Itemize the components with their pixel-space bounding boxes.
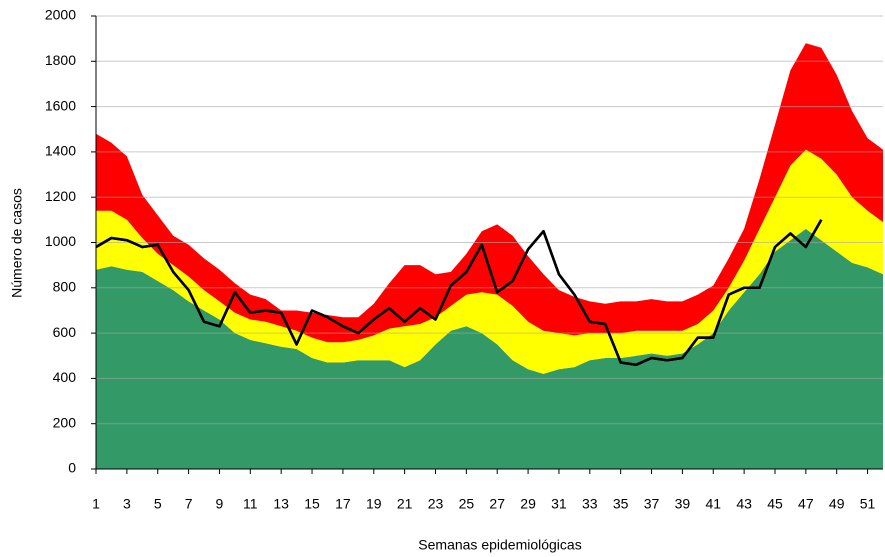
x-tick-label: 1 xyxy=(92,496,100,512)
x-tick-label: 33 xyxy=(582,496,598,512)
x-tick-label: 51 xyxy=(860,496,876,512)
x-tick-label: 49 xyxy=(829,496,845,512)
x-tick-label: 17 xyxy=(335,496,351,512)
x-tick-label: 5 xyxy=(154,496,162,512)
x-tick-label: 7 xyxy=(185,496,193,512)
x-tick-label: 15 xyxy=(304,496,320,512)
area xyxy=(96,43,883,343)
x-tick-label: 11 xyxy=(243,496,258,512)
x-tick-label: 35 xyxy=(613,496,629,512)
x-axis-label: Semanas epidemiológicas xyxy=(418,537,581,553)
x-tick-label: 39 xyxy=(675,496,691,512)
x-tick-label: 47 xyxy=(798,496,814,512)
x-tick-label: 45 xyxy=(767,496,783,512)
y-tick-label: 0 xyxy=(68,460,76,476)
x-tick-label: 31 xyxy=(551,496,567,512)
x-tick-label: 29 xyxy=(520,496,536,512)
y-tick-label: 1000 xyxy=(45,233,76,249)
y-tick-label: 1200 xyxy=(45,188,76,204)
x-tick-label: 37 xyxy=(644,496,660,512)
x-tick-label: 3 xyxy=(123,496,131,512)
x-tick-label: 25 xyxy=(459,496,475,512)
x-tick-label: 41 xyxy=(705,496,721,512)
y-tick-label: 1400 xyxy=(45,143,76,159)
area xyxy=(96,228,883,469)
line xyxy=(95,219,823,367)
x-tick-label: 27 xyxy=(489,496,505,512)
area xyxy=(96,149,883,374)
x-tick-label: 43 xyxy=(736,496,752,512)
y-tick-label: 600 xyxy=(53,324,77,340)
y-tick-label: 2000 xyxy=(45,7,76,23)
x-tick-label: 13 xyxy=(273,496,289,512)
x-tick-label: 23 xyxy=(428,496,444,512)
y-tick-label: 800 xyxy=(53,279,77,295)
y-tick-label: 200 xyxy=(53,414,77,430)
x-tick-label: 21 xyxy=(397,496,413,512)
y-tick-label: 1600 xyxy=(45,97,76,113)
y-tick-label: 1800 xyxy=(45,52,76,68)
x-tick-label: 19 xyxy=(366,496,382,512)
y-tick-label: 400 xyxy=(53,369,77,385)
x-tick-label: 9 xyxy=(216,496,224,512)
y-axis-label: Número de casos xyxy=(9,188,25,298)
